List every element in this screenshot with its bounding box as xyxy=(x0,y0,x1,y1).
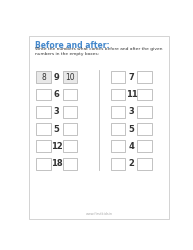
FancyBboxPatch shape xyxy=(36,140,51,152)
FancyBboxPatch shape xyxy=(137,71,152,83)
FancyBboxPatch shape xyxy=(137,106,152,118)
Text: Write the numbers what comes before and after the given
numbers in the empty box: Write the numbers what comes before and … xyxy=(35,47,162,56)
FancyBboxPatch shape xyxy=(63,123,77,135)
FancyBboxPatch shape xyxy=(137,140,152,152)
FancyBboxPatch shape xyxy=(63,140,77,152)
FancyBboxPatch shape xyxy=(111,123,125,135)
Text: 4: 4 xyxy=(129,142,134,151)
Text: 3: 3 xyxy=(54,107,59,116)
FancyBboxPatch shape xyxy=(36,71,51,83)
FancyBboxPatch shape xyxy=(36,123,51,135)
FancyBboxPatch shape xyxy=(111,88,125,101)
FancyBboxPatch shape xyxy=(111,158,125,170)
FancyBboxPatch shape xyxy=(137,88,152,101)
Text: 9: 9 xyxy=(54,73,59,82)
FancyBboxPatch shape xyxy=(111,71,125,83)
Text: 8: 8 xyxy=(41,73,46,82)
FancyBboxPatch shape xyxy=(36,158,51,170)
FancyBboxPatch shape xyxy=(111,140,125,152)
FancyBboxPatch shape xyxy=(137,158,152,170)
FancyBboxPatch shape xyxy=(63,88,77,101)
Text: 11: 11 xyxy=(126,90,137,99)
Text: 7: 7 xyxy=(129,73,134,82)
Text: 3: 3 xyxy=(129,107,134,116)
FancyBboxPatch shape xyxy=(36,106,51,118)
Text: 5: 5 xyxy=(129,125,134,134)
FancyBboxPatch shape xyxy=(63,71,77,83)
FancyBboxPatch shape xyxy=(63,158,77,170)
Text: 5: 5 xyxy=(54,125,60,134)
FancyBboxPatch shape xyxy=(111,106,125,118)
FancyBboxPatch shape xyxy=(137,123,152,135)
Text: 6: 6 xyxy=(54,90,60,99)
Text: 10: 10 xyxy=(65,73,74,82)
Text: 12: 12 xyxy=(51,142,63,151)
FancyBboxPatch shape xyxy=(29,36,169,219)
FancyBboxPatch shape xyxy=(36,88,51,101)
FancyBboxPatch shape xyxy=(63,106,77,118)
Text: 2: 2 xyxy=(129,159,134,168)
Text: 18: 18 xyxy=(51,159,63,168)
Text: Before and after:: Before and after: xyxy=(35,40,109,50)
Text: www.firstkidsin: www.firstkidsin xyxy=(85,212,112,216)
